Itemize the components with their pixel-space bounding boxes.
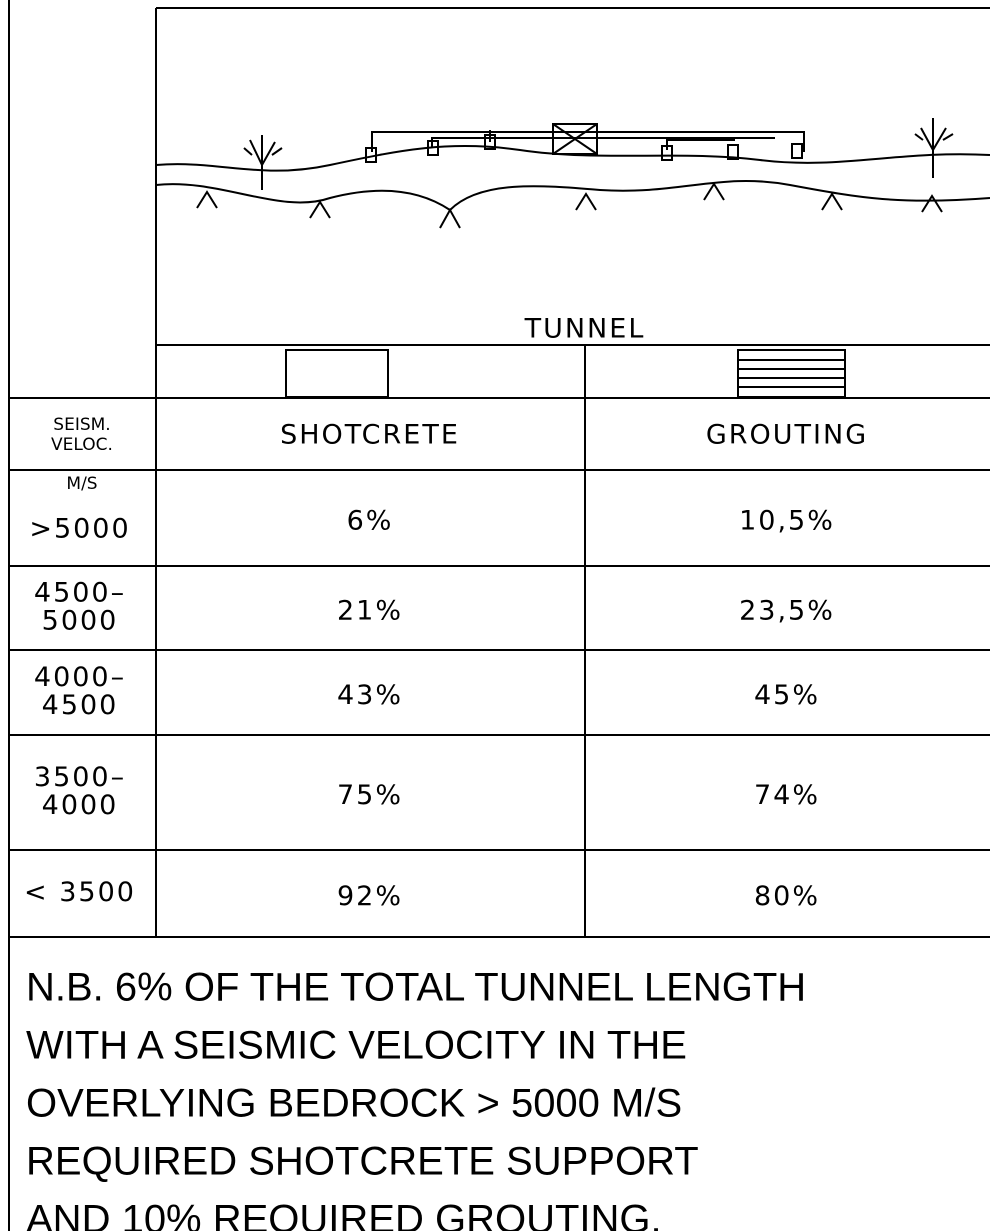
note: N.B. 6% OF THE TOTAL TUNNEL LENGTH WITH A… (26, 966, 806, 1231)
note-line: AND 10% REQUIRED GROUTING. (26, 1198, 662, 1231)
grouting-value: 10,5% (739, 506, 835, 537)
grouting-value: 74% (754, 780, 820, 811)
table-rows: >5000 6% 10,5% 4500–5000 21% 23,5% 4000–4500 43… (24, 506, 835, 913)
header-velocity: SEISM. (53, 415, 110, 435)
shotcrete-value: 43% (337, 680, 403, 711)
header-velocity: VELOC. (51, 435, 113, 455)
note-line: WITH A SEISMIC VELOCITY IN THE (26, 1024, 687, 1068)
velocity-label: 4000– (34, 662, 126, 693)
frame (8, 0, 990, 1231)
grouting-value: 23,5% (739, 596, 835, 627)
unit-label: M/S (66, 474, 97, 494)
velocity-label: 4000 (42, 790, 119, 821)
terrain-drawing (155, 118, 990, 398)
shotcrete-value: 21% (337, 596, 403, 627)
shotcrete-value: 75% (337, 780, 403, 811)
velocity-label: 3500– (34, 762, 126, 793)
grouting-value: 45% (754, 680, 820, 711)
shotcrete-value: 92% (337, 881, 403, 912)
note-line: OVERLYING BEDROCK > 5000 M/S (26, 1082, 682, 1126)
note-line: REQUIRED SHOTCRETE SUPPORT (26, 1140, 699, 1184)
velocity-label: 4500– (34, 578, 126, 609)
header-shotcrete: SHOTCRETE (280, 420, 460, 451)
grouting-value: 80% (754, 881, 820, 912)
velocity-label: >5000 (29, 514, 130, 545)
header-grouting: GROUTING (706, 420, 868, 451)
shotcrete-value: 6% (347, 506, 394, 537)
velocity-label: 5000 (42, 606, 119, 637)
tunnel-label: TUNNEL (524, 314, 646, 345)
velocity-label: < 3500 (24, 877, 136, 908)
velocity-label: 4500 (42, 690, 119, 721)
note-line: N.B. 6% OF THE TOTAL TUNNEL LENGTH (26, 966, 806, 1010)
